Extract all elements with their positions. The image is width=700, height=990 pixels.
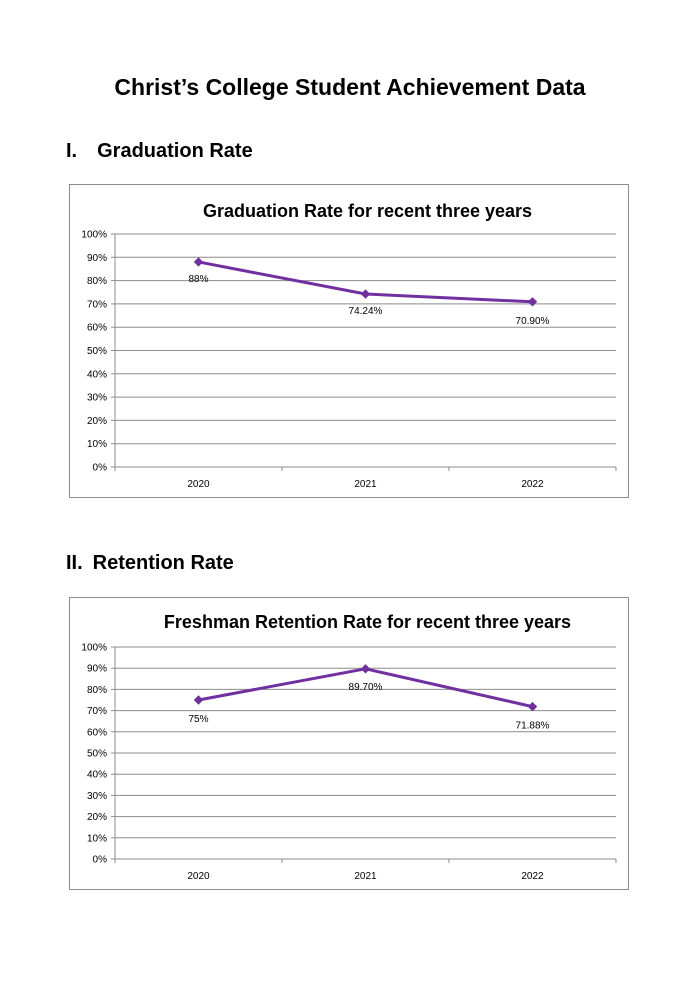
- y-tick-label: 100%: [81, 230, 107, 241]
- data-label: 74.24%: [349, 306, 383, 317]
- y-tick-label: 20%: [87, 812, 107, 823]
- y-tick-label: 30%: [87, 393, 107, 404]
- graduation-chart: Graduation Rate for recent three years 0%…: [69, 184, 629, 498]
- y-tick-label: 30%: [87, 791, 107, 802]
- data-label: 89.70%: [349, 682, 383, 693]
- data-point-marker: [360, 289, 371, 299]
- data-label: 70.90%: [516, 316, 550, 327]
- data-label: 75%: [188, 714, 208, 725]
- data-point-marker: [360, 664, 371, 674]
- chart-title: Freshman Retention Rate for recent three…: [164, 612, 571, 632]
- data-label: 71.88%: [516, 721, 550, 732]
- y-tick-label: 60%: [87, 727, 107, 738]
- y-tick-label: 20%: [87, 416, 107, 427]
- graduation-chart-svg: Graduation Rate for recent three years 0%…: [81, 201, 617, 490]
- x-tick-label: 2022: [521, 479, 544, 490]
- y-tick-label: 80%: [87, 685, 107, 696]
- y-tick-label: 40%: [87, 770, 107, 781]
- section-heading-graduation: I. Graduation Rate: [66, 140, 253, 162]
- x-tick-label: 2022: [521, 871, 544, 882]
- x-tick-label: 2021: [354, 871, 377, 882]
- y-tick-label: 50%: [87, 346, 107, 357]
- data-point-marker: [527, 297, 538, 307]
- data-point-marker: [193, 257, 204, 267]
- x-tick-label: 2020: [187, 871, 210, 882]
- retention-chart: Freshman Retention Rate for recent three…: [69, 597, 629, 890]
- y-tick-label: 10%: [87, 439, 107, 450]
- y-tick-label: 90%: [87, 664, 107, 675]
- y-tick-label: 80%: [87, 276, 107, 287]
- y-tick-label: 90%: [87, 253, 107, 264]
- chart-title: Graduation Rate for recent three years: [203, 201, 532, 221]
- y-tick-label: 10%: [87, 833, 107, 844]
- y-tick-label: 0%: [93, 463, 108, 474]
- x-tick-label: 2021: [354, 479, 377, 490]
- section-heading-retention: II. Retention Rate: [66, 552, 234, 574]
- y-tick-label: 70%: [87, 706, 107, 717]
- y-tick-label: 40%: [87, 369, 107, 380]
- page-title: Christ’s College Student Achievement Dat…: [114, 74, 586, 100]
- data-point-marker: [193, 695, 204, 705]
- x-tick-label: 2020: [187, 479, 210, 490]
- y-tick-label: 60%: [87, 323, 107, 334]
- retention-chart-svg: Freshman Retention Rate for recent three…: [81, 612, 617, 882]
- data-point-marker: [527, 701, 538, 712]
- y-tick-label: 100%: [81, 643, 107, 654]
- y-tick-label: 0%: [93, 855, 108, 866]
- data-label: 88%: [188, 274, 208, 285]
- y-tick-label: 70%: [87, 299, 107, 310]
- y-tick-label: 50%: [87, 749, 107, 760]
